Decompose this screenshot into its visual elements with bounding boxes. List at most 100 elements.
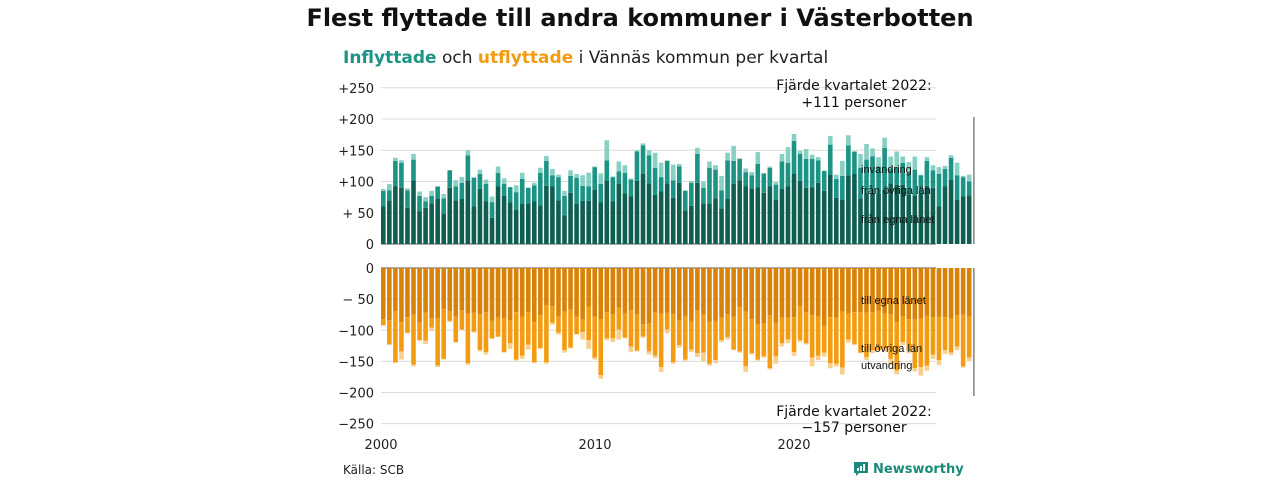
bar-inflyttade: [713, 165, 718, 170]
bar-inflyttade: [513, 192, 519, 210]
bar-inflyttade: [683, 210, 688, 244]
bar-inflyttade: [664, 160, 670, 161]
bar-utflyttade: [960, 366, 966, 368]
bar-inflyttade: [568, 192, 573, 244]
bar-utflyttade: [532, 268, 537, 323]
bar-utflyttade: [930, 354, 936, 359]
bar-utflyttade: [580, 319, 585, 333]
bar-utflyttade: [701, 268, 706, 315]
y-tick-label: 0: [366, 262, 374, 277]
bar-inflyttade: [423, 201, 428, 208]
y-tick-label: +250: [338, 82, 374, 97]
bar-inflyttade: [707, 203, 712, 245]
bar-utflyttade: [568, 309, 573, 348]
y-tick-label: 0: [366, 238, 374, 253]
bar-utflyttade: [749, 353, 755, 355]
bar-utflyttade: [670, 314, 676, 362]
bar-utflyttade: [489, 338, 495, 339]
bar-inflyttade: [695, 182, 700, 244]
bar-inflyttade: [870, 148, 875, 157]
bar-utflyttade: [809, 268, 815, 316]
bar-inflyttade: [918, 174, 924, 176]
bar-inflyttade: [864, 193, 869, 245]
bar-inflyttade: [852, 174, 857, 244]
bar-utflyttade: [701, 352, 706, 362]
bar-inflyttade: [405, 188, 410, 191]
bar-utflyttade: [592, 316, 597, 358]
bar-inflyttade: [495, 172, 501, 187]
bar-inflyttade: [755, 164, 761, 188]
bar-utflyttade: [453, 342, 459, 343]
bar-utflyttade: [840, 268, 845, 312]
bar-utflyttade: [815, 316, 821, 356]
bar-utflyttade: [906, 350, 912, 354]
bar-inflyttade: [725, 152, 730, 161]
bar-utflyttade: [501, 268, 507, 319]
bar-utflyttade: [525, 344, 531, 350]
bar-utflyttade: [815, 268, 821, 317]
bar-inflyttade: [918, 194, 924, 244]
subtitle-inflyttade: Inflyttade: [343, 48, 437, 68]
bar-inflyttade: [538, 172, 543, 206]
bar-utflyttade: [827, 317, 833, 364]
bar-utflyttade: [882, 348, 887, 352]
bar-inflyttade: [598, 184, 604, 203]
bar-inflyttade: [417, 211, 422, 244]
x-tick-label: 2000: [364, 438, 397, 453]
bar-utflyttade: [827, 268, 833, 318]
bar-utflyttade: [568, 268, 573, 310]
bar-inflyttade: [544, 160, 549, 186]
y-tick-label: −100: [338, 324, 374, 339]
bar-utflyttade: [707, 363, 712, 366]
bar-inflyttade: [670, 164, 676, 181]
bar-utflyttade: [725, 268, 730, 315]
bar-inflyttade: [453, 180, 459, 187]
bar-inflyttade: [483, 184, 489, 202]
bar-utflyttade: [924, 268, 930, 316]
bar-utflyttade: [791, 268, 797, 318]
bar-inflyttade: [683, 190, 688, 191]
bar-utflyttade: [882, 268, 887, 314]
bar-inflyttade: [586, 172, 591, 187]
bar-utflyttade: [948, 318, 954, 353]
bar-inflyttade: [532, 185, 537, 202]
bar-utflyttade: [900, 268, 906, 317]
y-tick-label: +150: [338, 144, 374, 159]
bar-inflyttade: [821, 170, 827, 191]
bar-utflyttade: [888, 314, 893, 359]
bar-utflyttade: [743, 311, 748, 367]
series-label: invandring: [861, 164, 912, 176]
bar-inflyttade: [453, 200, 459, 244]
bar-utflyttade: [912, 319, 918, 369]
bar-utflyttade: [858, 352, 863, 354]
bar-utflyttade: [465, 363, 471, 366]
bar-inflyttade: [574, 204, 579, 244]
bar-inflyttade: [453, 186, 459, 201]
bar-inflyttade: [501, 195, 507, 245]
bar-inflyttade: [676, 182, 682, 244]
bar-utflyttade: [840, 367, 845, 375]
bar-inflyttade: [411, 180, 416, 244]
bar-utflyttade: [483, 268, 489, 313]
bar-inflyttade: [616, 161, 622, 172]
bar-utflyttade: [483, 312, 489, 353]
bar-utflyttade: [966, 268, 972, 317]
bar-utflyttade: [809, 315, 815, 358]
bar-inflyttade: [942, 186, 948, 244]
bar-inflyttade: [743, 186, 748, 244]
bar-inflyttade: [906, 194, 912, 245]
bar-utflyttade: [779, 317, 785, 344]
series-label: utvandring: [861, 360, 912, 372]
bar-inflyttade: [876, 194, 881, 244]
bar-utflyttade: [942, 350, 948, 354]
bar-utflyttade: [628, 268, 634, 311]
bar-inflyttade: [870, 156, 875, 193]
bar-inflyttade: [550, 175, 555, 187]
bar-inflyttade: [827, 174, 833, 245]
bar-inflyttade: [429, 195, 434, 204]
bar-inflyttade: [924, 160, 930, 186]
bar-inflyttade: [761, 173, 767, 193]
bar-inflyttade: [858, 154, 863, 168]
bar-utflyttade: [387, 320, 392, 345]
bar-utflyttade: [465, 313, 471, 364]
